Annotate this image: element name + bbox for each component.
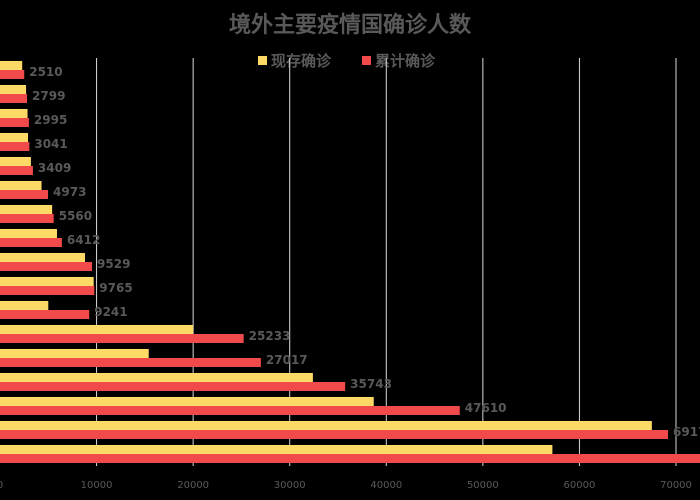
bar-1-14: [0, 406, 460, 415]
bar-1-13: [0, 382, 346, 391]
bar-0-8: [0, 253, 85, 262]
bar-1-16: [0, 454, 700, 463]
x-tick-5: 50000: [467, 480, 499, 491]
legend-swatch-0: [258, 56, 267, 65]
x-axis-ticks: 0 10000 20000 30000 40000 50000 60000 70000: [0, 480, 692, 491]
bar-0-12: [0, 349, 149, 358]
bar-1-3: [0, 142, 30, 151]
bar-1-7: [0, 238, 62, 247]
data-label-13: 35743: [350, 377, 392, 391]
data-label-0: 2510: [29, 65, 62, 79]
x-tick-6: 60000: [564, 480, 596, 491]
bar-1-4: [0, 166, 33, 175]
bar-0-3: [0, 133, 29, 142]
bar-1-6: [0, 214, 54, 223]
bar-1-9: [0, 286, 95, 295]
data-label-3: 3041: [34, 137, 67, 151]
x-tick-0: 0: [0, 480, 3, 491]
bar-0-10: [0, 301, 49, 310]
x-tick-4: 40000: [370, 480, 402, 491]
data-label-9: 9765: [99, 281, 132, 295]
data-label-11: 25233: [249, 329, 291, 343]
bar-1-15: [0, 430, 669, 439]
bar-1-12: [0, 358, 261, 367]
data-label-4: 3409: [38, 161, 71, 175]
bar-1-8: [0, 262, 93, 271]
data-label-14: 47610: [465, 401, 507, 415]
bar-0-13: [0, 373, 313, 382]
bar-0-5: [0, 181, 42, 190]
x-tick-1: 10000: [81, 480, 113, 491]
data-label-1: 2799: [32, 89, 65, 103]
data-label-12: 27017: [266, 353, 308, 367]
bar-0-4: [0, 157, 31, 166]
bars: [0, 61, 700, 463]
bar-0-6: [0, 205, 53, 214]
bar-0-15: [0, 421, 652, 430]
bar-0-7: [0, 229, 57, 238]
bar-1-11: [0, 334, 244, 343]
gridlines: [96, 58, 677, 466]
bar-1-5: [0, 190, 49, 199]
x-tick-3: 30000: [274, 480, 306, 491]
bar-1-1: [0, 94, 28, 103]
x-tick-2: 20000: [177, 480, 209, 491]
data-label-5: 4973: [53, 185, 86, 199]
legend-swatch-1: [362, 56, 371, 65]
data-label-10: 9241: [94, 305, 127, 319]
legend-label-0: 现存确诊: [271, 52, 332, 70]
bar-0-16: [0, 445, 553, 454]
bar-1-2: [0, 118, 29, 127]
bar-0-14: [0, 397, 374, 406]
legend: 现存确诊 累计确诊: [258, 52, 436, 70]
bar-0-11: [0, 325, 194, 334]
bar-1-0: [0, 70, 25, 79]
legend-label-1: 累计确诊: [375, 52, 436, 70]
data-label-15: 6917: [673, 425, 700, 439]
bar-1-10: [0, 310, 90, 319]
chart-title: 境外主要疫情国确诊人数: [229, 12, 472, 38]
bar-0-0: [0, 61, 23, 70]
x-tick-7: 70000: [660, 480, 692, 491]
bar-0-2: [0, 109, 28, 118]
data-labels: 2510 2799 2995 3041 3409 4973 5560 6412 9529 9765…: [29, 65, 700, 439]
data-label-7: 6412: [67, 233, 100, 247]
bar-0-1: [0, 85, 27, 94]
bar-0-9: [0, 277, 94, 286]
data-label-8: 9529: [97, 257, 130, 271]
data-label-6: 5560: [59, 209, 92, 223]
data-label-2: 2995: [34, 113, 67, 127]
